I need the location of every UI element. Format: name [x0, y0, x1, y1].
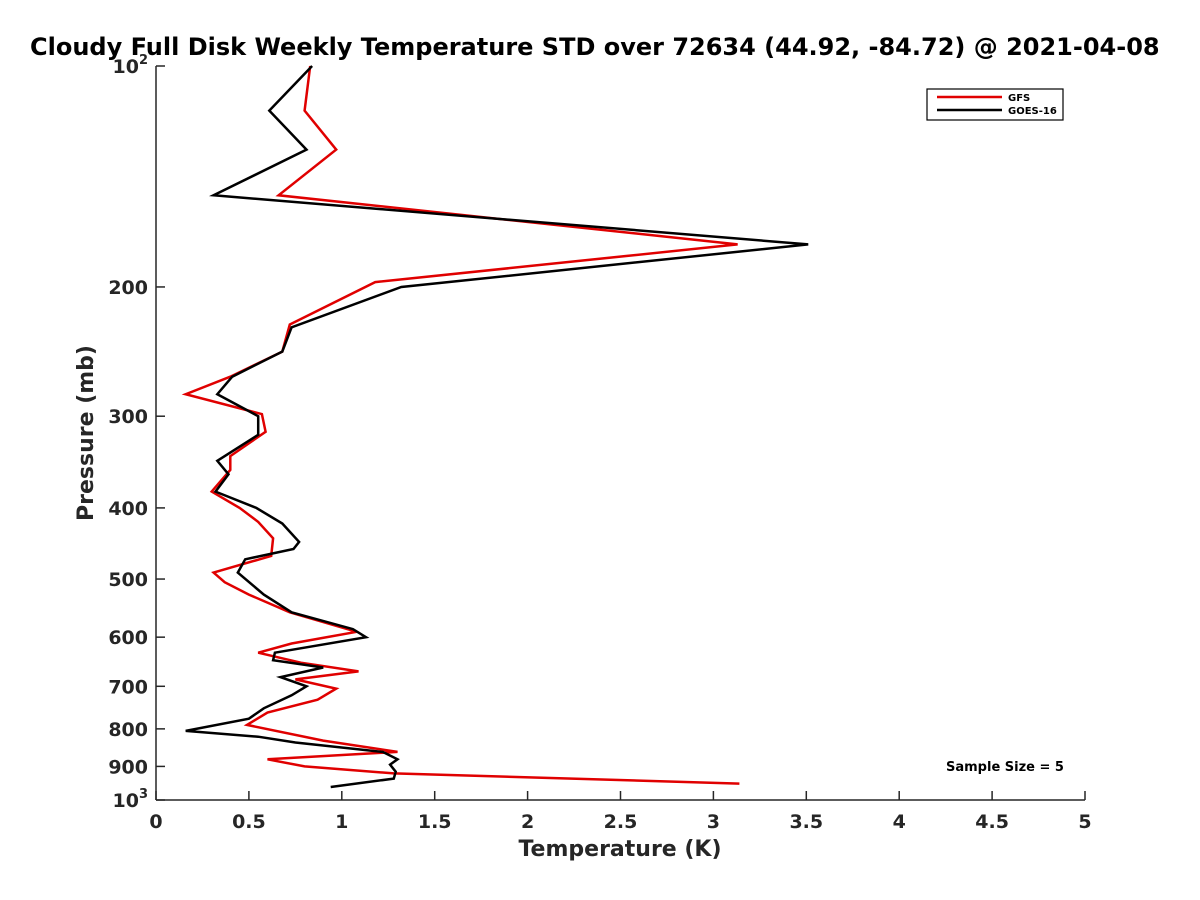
x-tick-label: 3.5 [789, 811, 823, 833]
series-line-goes-16 [185, 65, 809, 789]
y-tick-label: 600 [108, 627, 148, 649]
y-tick-label: 200 [108, 277, 148, 299]
series-lines [181, 65, 809, 789]
x-tick-label: 0.5 [232, 811, 266, 833]
x-tick-label: 4 [893, 811, 906, 833]
y-tick-exponent: 3 [139, 787, 148, 802]
y-axis-label: Pressure (mb) [74, 345, 99, 521]
x-tick-label: 2.5 [604, 811, 638, 833]
x-tick-label: 1.5 [418, 811, 452, 833]
x-tick-label: 1 [335, 811, 348, 833]
x-tick-label: 5 [1078, 811, 1091, 833]
y-tick-label: 700 [108, 676, 148, 698]
series-line-gfs [181, 65, 740, 785]
y-tick-label: 800 [108, 719, 148, 741]
x-tick-label: 3 [707, 811, 720, 833]
axes: 0 0.5 1 1.5 2 2.5 3 3.5 4 4.5 51022003004005006007… [108, 53, 1091, 833]
x-tick-label: 4.5 [975, 811, 1009, 833]
sample-size-annotation: Sample Size = 5 [946, 760, 1064, 775]
chart-title: Cloudy Full Disk Weekly Temperature STD … [30, 33, 1160, 61]
legend: GFS GOES-16 [926, 88, 1064, 121]
y-tick-exponent: 2 [139, 53, 148, 68]
x-axis-label: Temperature (K) [518, 837, 721, 862]
y-tick-label: 103 [113, 787, 149, 812]
y-tick-base: 10 [113, 790, 139, 812]
legend-label-gfs: GFS [1008, 93, 1030, 104]
y-tick-label: 300 [108, 406, 148, 428]
y-tick-label: 102 [113, 53, 149, 78]
x-tick-label: 0 [149, 811, 162, 833]
legend-label-goes16: GOES-16 [1008, 106, 1057, 117]
y-tick-label: 900 [108, 756, 148, 778]
x-tick-label: 2 [521, 811, 534, 833]
y-tick-base: 10 [113, 56, 139, 78]
legend-box [926, 88, 1064, 121]
y-tick-label: 400 [108, 498, 148, 520]
y-tick-label: 500 [108, 569, 148, 591]
